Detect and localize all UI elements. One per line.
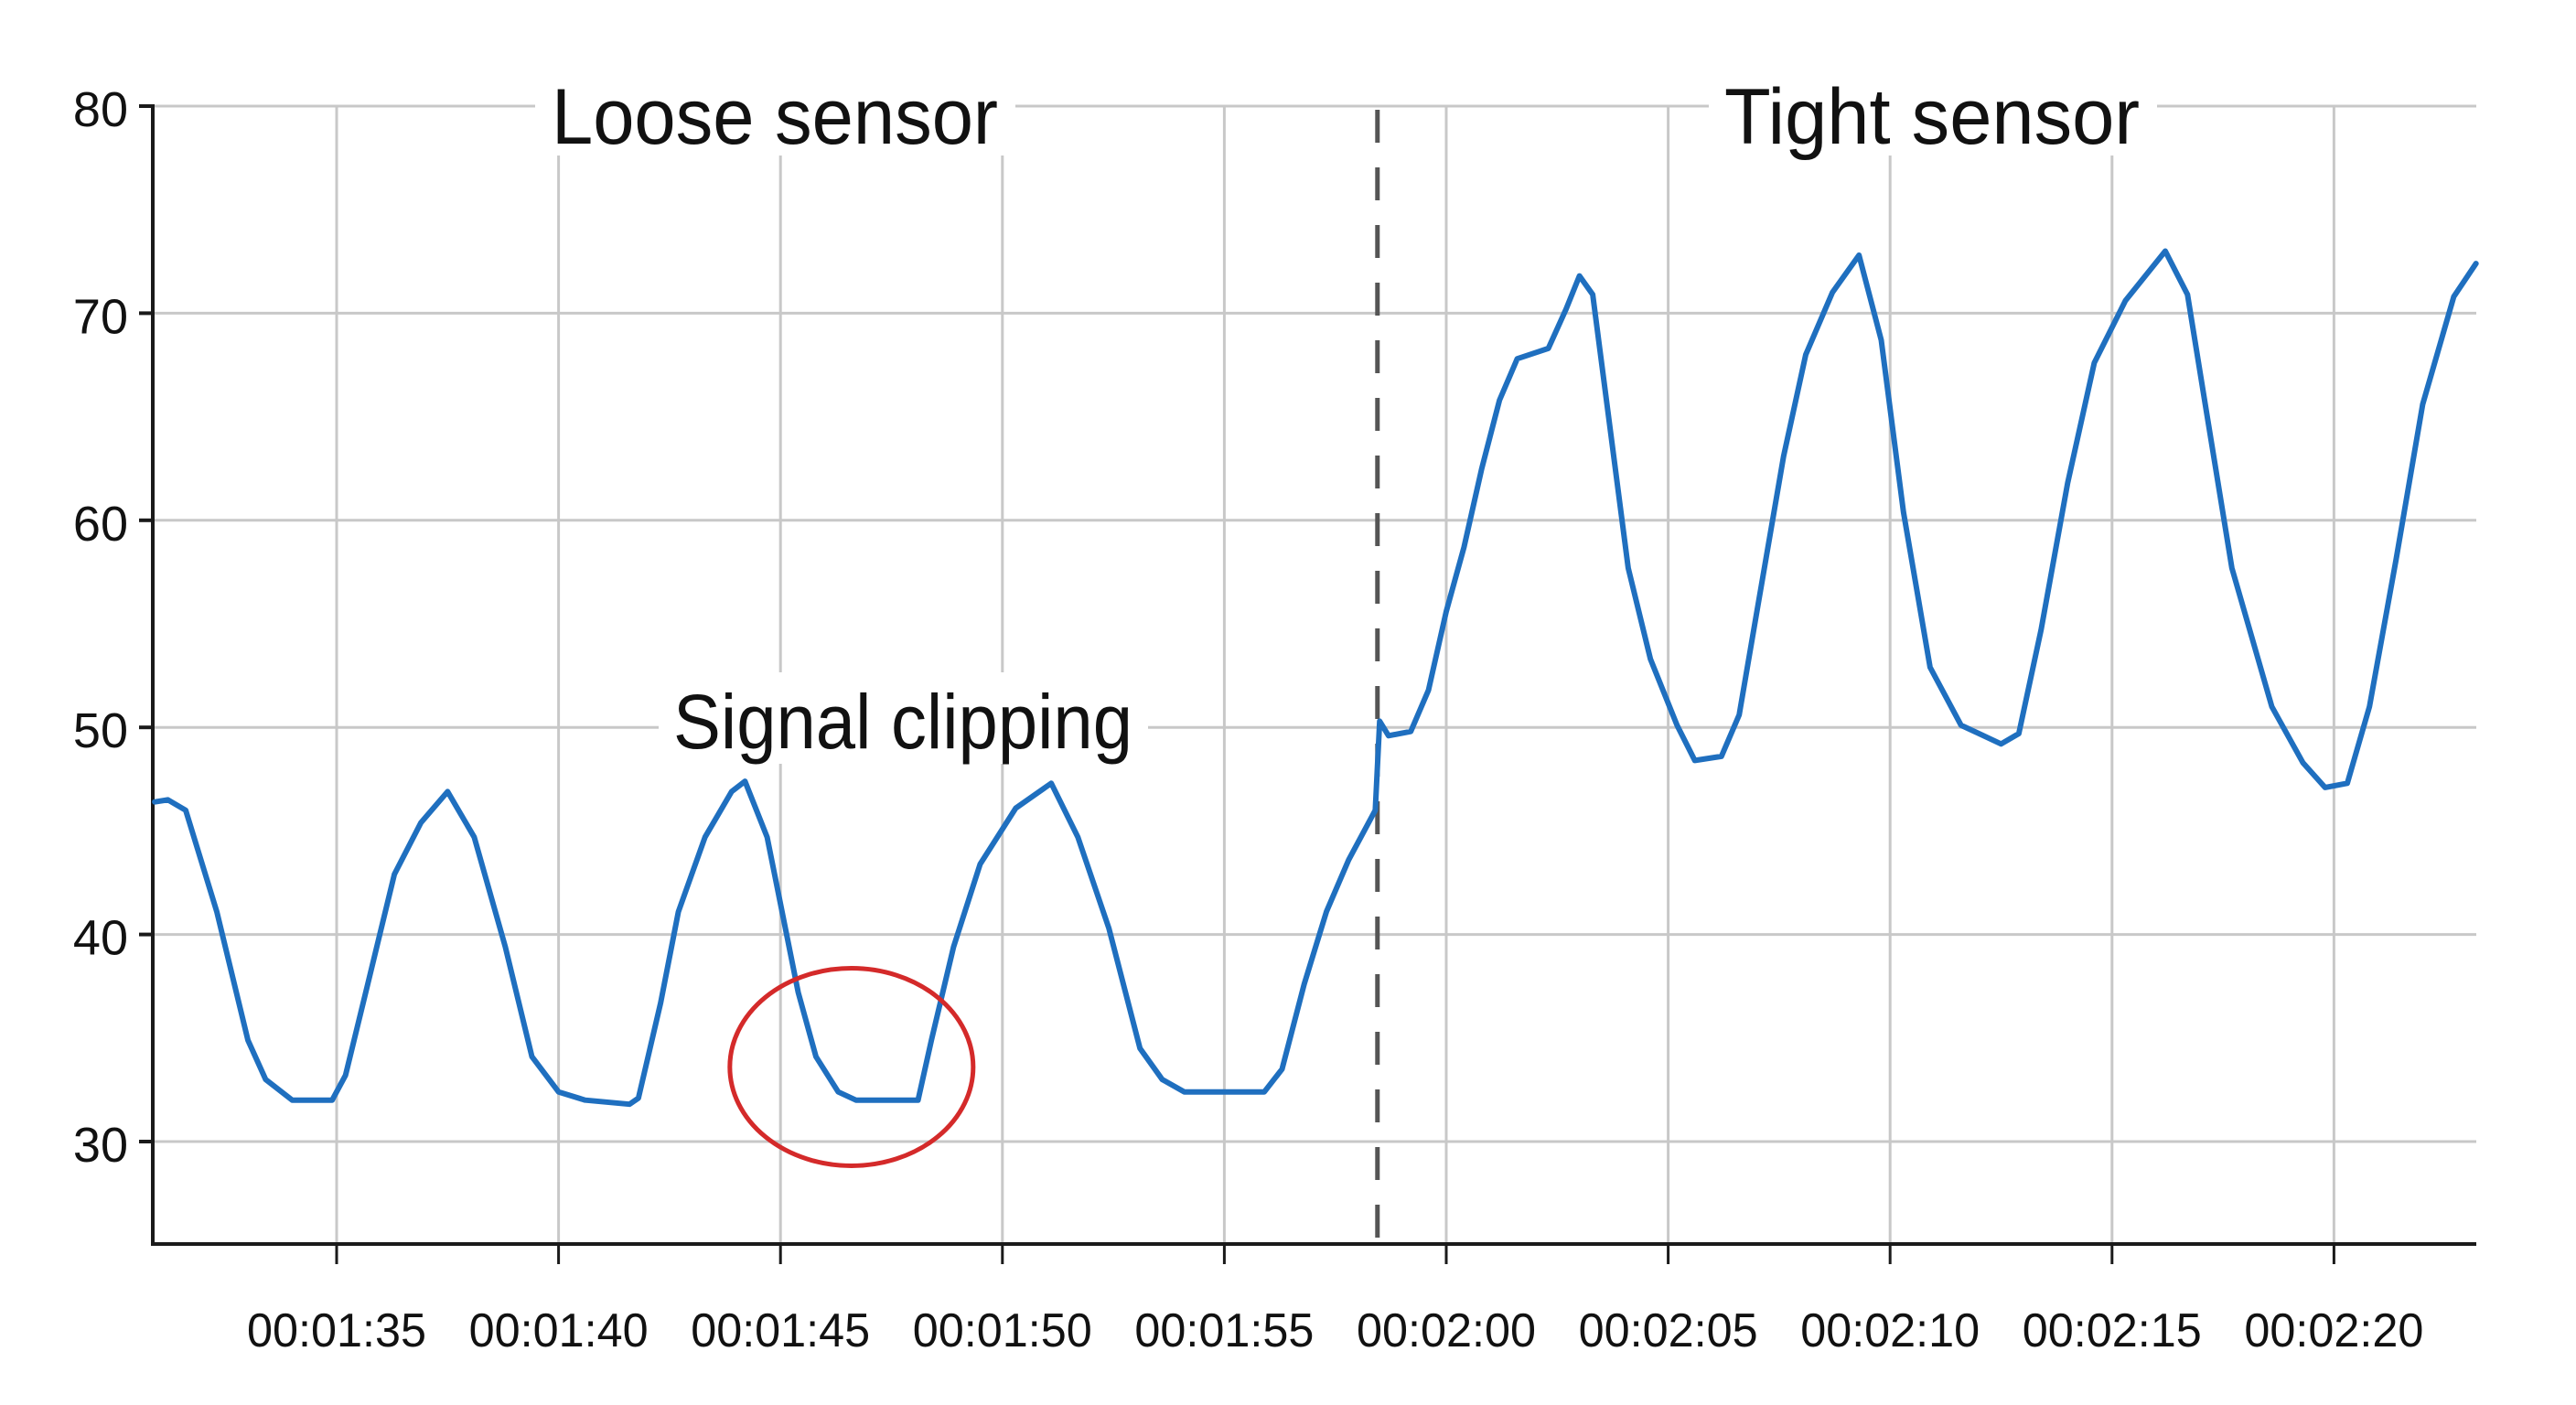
signal-clipping-label-group: Signal clipping	[659, 672, 1148, 765]
x-tick-label: 00:01:40	[469, 1304, 649, 1357]
tight-sensor-label-group: Tight sensor	[1709, 64, 2157, 161]
clipping-highlight-ellipse	[727, 965, 976, 1168]
loose-sensor-label-group: Loose sensor	[535, 64, 1015, 161]
y-tick-label: 30	[73, 1118, 128, 1173]
x-tick-label: 00:02:10	[1800, 1304, 1980, 1357]
y-tick-label: 70	[73, 289, 128, 344]
signal-line	[152, 248, 2479, 1108]
y-axis-ticks: 30 40 50 60 70 80	[73, 82, 153, 1173]
x-tick-label: 00:02:20	[2244, 1304, 2423, 1357]
x-tick-label: 00:01:55	[1134, 1304, 1314, 1357]
tight-sensor-label: Tight sensor	[1724, 73, 2140, 161]
x-tick-label: 00:02:05	[1579, 1304, 1758, 1357]
axes	[151, 104, 2476, 1246]
x-tick-label: 00:01:50	[913, 1304, 1092, 1357]
signal-clipping-label: Signal clipping	[673, 679, 1132, 765]
x-tick-label: 00:02:00	[1357, 1304, 1536, 1357]
y-tick-label: 40	[73, 911, 128, 966]
y-tick-label: 60	[73, 497, 128, 552]
x-axis-ticks: 00:01:35 00:01:40 00:01:45 00:01:50 00:01:55…	[247, 1244, 2423, 1357]
y-tick-label: 50	[73, 703, 128, 758]
x-tick-label: 00:01:45	[691, 1304, 870, 1357]
x-tick-label: 00:01:35	[247, 1304, 426, 1357]
loose-sensor-label: Loose sensor	[552, 73, 998, 161]
x-tick-label: 00:02:15	[2023, 1304, 2202, 1357]
y-tick-label: 80	[73, 82, 128, 137]
